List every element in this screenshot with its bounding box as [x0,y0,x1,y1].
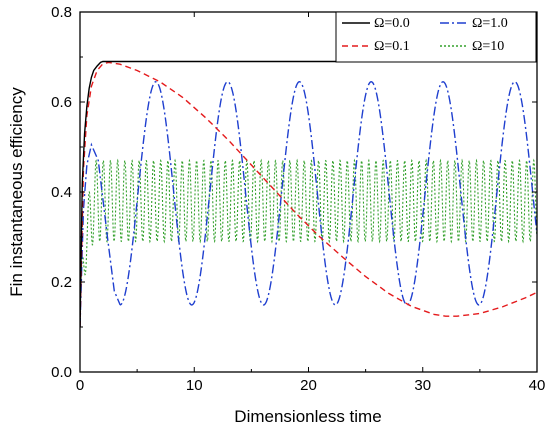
series-layer [80,60,537,328]
y-tick-label: 0.4 [51,184,72,201]
x-tick-label: 10 [186,377,203,394]
legend-label: Ω=10 [472,39,504,54]
legend-label: Ω=0.0 [374,16,410,31]
legend-label: Ω=1.0 [472,16,508,31]
legend-box [335,11,537,63]
x-tick-label: 40 [529,377,546,394]
series-line-0 [80,60,537,328]
legend-label: Ω=0.1 [374,39,410,54]
y-axis-title: Fin instantaneous efficiency [7,87,26,297]
series-line-1 [80,61,537,328]
legend: Ω=0.0 Ω=1.0 Ω=0.1 Ω=10 [335,11,537,63]
y-tick-label: 0.8 [51,4,72,21]
y-tick-label: 0.6 [51,94,72,111]
x-tick-label: 20 [300,377,317,394]
y-tick-label: 0.0 [51,364,72,381]
ticks-layer: 0 10 20 30 40 0.0 0.2 0.4 0.6 0.8 [51,4,545,394]
x-axis-title: Dimensionless time [234,407,381,426]
y-tick-label: 0.2 [51,274,72,291]
plot-area [80,12,537,372]
series-line-2 [80,81,537,328]
x-tick-label: 0 [76,377,84,394]
x-tick-label: 30 [414,377,431,394]
